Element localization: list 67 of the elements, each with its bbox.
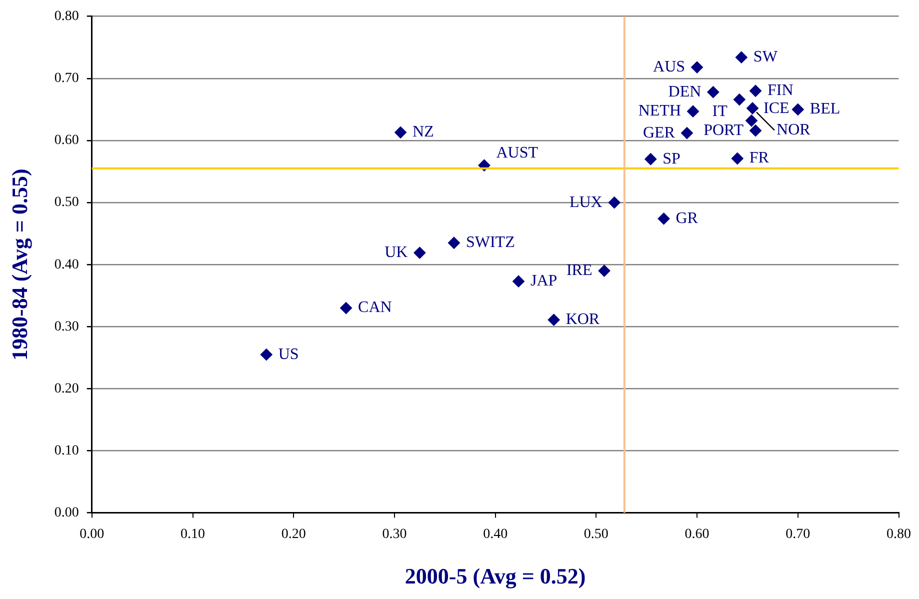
point	[658, 212, 670, 225]
annotation: CAN	[358, 299, 392, 316]
annotation: KOR	[566, 311, 600, 328]
annotation: NZ	[412, 124, 434, 141]
point	[750, 84, 762, 97]
annotation: GR	[676, 210, 698, 227]
y-tick-label: 0.80	[54, 9, 79, 24]
point	[733, 94, 746, 106]
point	[792, 103, 804, 116]
annotation: JAP	[530, 272, 558, 290]
annotation: AUS	[653, 58, 686, 76]
point	[707, 86, 720, 98]
annotation: NETH	[638, 102, 682, 120]
annotation: SWITZ	[466, 234, 515, 252]
annotation: PORT	[704, 122, 744, 139]
annotation: AUST	[496, 144, 538, 162]
y-tick-label: 0.40	[54, 257, 79, 272]
annotation: LUX	[569, 194, 603, 211]
y-tick-label: 0.00	[54, 505, 79, 520]
annotation: US	[278, 346, 299, 363]
x-tick-label: 0.40	[483, 526, 508, 542]
point	[414, 246, 426, 259]
x-tick-label: 0.80	[886, 526, 911, 542]
x-tick-label: 0.10	[180, 526, 206, 542]
annotation: SP	[662, 150, 681, 168]
point	[340, 302, 352, 314]
point	[680, 127, 693, 140]
y-tick-label: 0.70	[54, 71, 79, 86]
annotation: GER	[642, 124, 676, 142]
point	[746, 114, 758, 127]
point	[608, 196, 620, 209]
y-axis-title: 1980-84 (Avg = 0.55)	[6, 168, 32, 360]
annotation: FIN	[768, 82, 794, 100]
point	[260, 348, 272, 361]
x-tick-label: 0.00	[80, 526, 104, 542]
x-tick-label: 0.60	[684, 526, 710, 542]
point	[750, 124, 762, 137]
x-tick-label: 0.30	[382, 526, 407, 542]
annotation: UK	[384, 244, 408, 262]
x-axis-title: 2000-5 (Avg = 0.52)	[404, 563, 586, 588]
annotation: DEN	[668, 83, 702, 100]
point	[512, 275, 525, 288]
annotation: NOR	[776, 121, 811, 138]
annotation: FR	[749, 150, 770, 167]
annotation: BEL	[810, 100, 840, 118]
annotation: ICE	[764, 100, 790, 117]
point	[448, 236, 460, 249]
point	[735, 51, 748, 64]
point	[598, 264, 610, 277]
point	[691, 61, 704, 74]
y-tick-label: 0.20	[54, 381, 79, 396]
x-tick-label: 0.70	[786, 526, 810, 542]
annotation: IRE	[566, 262, 592, 280]
y-tick-label: 0.10	[54, 443, 79, 458]
point	[548, 314, 560, 326]
annotation: IT	[712, 102, 728, 120]
y-tick-label: 0.60	[54, 133, 79, 148]
x-tick-label: 0.50	[584, 526, 608, 542]
annotation: SW	[753, 48, 778, 66]
y-tick-label: 0.30	[54, 319, 79, 334]
point	[731, 152, 744, 164]
point	[746, 102, 759, 114]
point	[687, 105, 700, 118]
point	[394, 126, 407, 138]
x-tick-label: 0.20	[281, 526, 306, 542]
y-tick-label: 0.50	[54, 195, 79, 210]
point	[644, 153, 657, 166]
